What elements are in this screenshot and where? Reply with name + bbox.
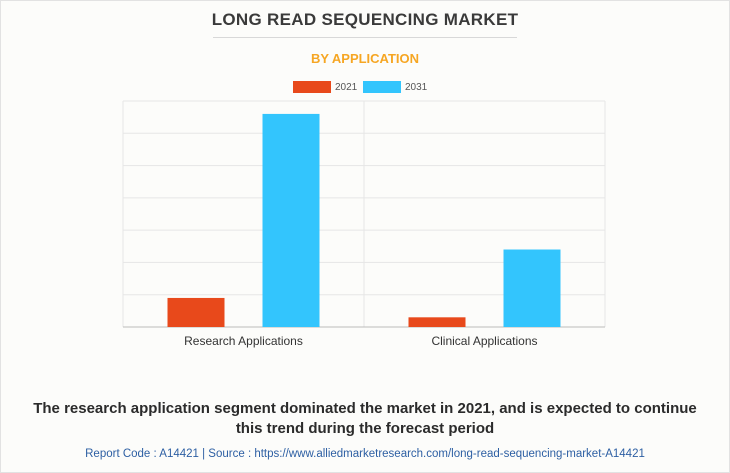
legend-item-2021: 2021 xyxy=(293,80,357,94)
caption-line-1: The research application segment dominat… xyxy=(33,400,697,417)
bar-2021-research-applications xyxy=(167,297,225,327)
legend-item-2031: 2031 xyxy=(363,80,427,94)
chart-title: LONG READ SEQUENCING MARKET xyxy=(211,10,519,29)
chart-caption: The research application segment dominat… xyxy=(0,399,730,439)
bar-2021-clinical-applications xyxy=(408,317,466,327)
x-tick-label: Clinical Applications xyxy=(431,334,537,348)
legend-swatch-2031 xyxy=(363,81,401,93)
title-divider xyxy=(213,37,517,38)
bar-2031-research-applications xyxy=(262,113,320,328)
x-tick-label: Research Applications xyxy=(184,334,303,348)
legend: 2021 2031 xyxy=(0,80,730,94)
legend-swatch-2021 xyxy=(293,81,331,93)
chart-subtitle: BY APPLICATION xyxy=(310,51,420,66)
legend-label-2021: 2021 xyxy=(335,81,358,93)
bar-2031-clinical-applications xyxy=(503,249,561,327)
legend-label-2031: 2031 xyxy=(405,81,428,93)
caption-line-2: this trend during the forecast period xyxy=(235,420,495,437)
report-footer: Report Code : A14421 | Source : https://… xyxy=(85,448,645,460)
